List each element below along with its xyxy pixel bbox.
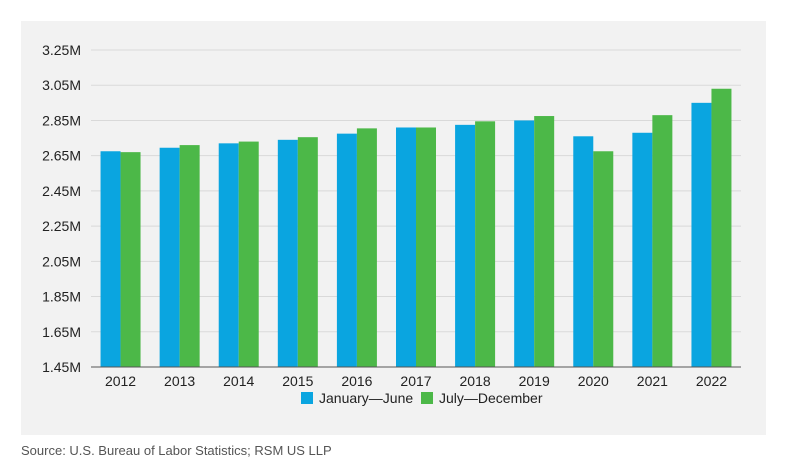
- x-tick-label: 2012: [105, 373, 136, 389]
- y-tick-label: 2.65M: [42, 148, 81, 164]
- bar-2019-jan-jun: [514, 120, 535, 367]
- y-tick-label: 1.65M: [42, 324, 81, 340]
- bar-2014-jul-dec: [238, 141, 259, 367]
- bar-2013-jan-jun: [159, 147, 180, 367]
- bar-2017-jan-jun: [396, 127, 416, 367]
- bar-2020-jul-dec: [593, 151, 614, 367]
- legend-swatch-jul-dec: [421, 392, 433, 404]
- bar-2017-jul-dec: [416, 127, 436, 367]
- y-tick-label: 2.45M: [42, 183, 81, 199]
- bar-2022-jan-jun: [691, 102, 712, 367]
- bar-2015-jan-jun: [277, 139, 298, 367]
- bar-2014-jan-jun: [218, 143, 239, 367]
- bar-2012-jan-jun: [100, 151, 121, 367]
- x-tick-label: 2022: [696, 373, 727, 389]
- legend: January—June July—December: [301, 390, 543, 406]
- bar-2022-jul-dec: [711, 88, 732, 367]
- bar-2021-jan-jun: [632, 132, 653, 367]
- y-tick-label: 3.05M: [42, 77, 81, 93]
- bar-2016-jan-jun: [336, 133, 357, 367]
- bar-2016-jul-dec: [356, 128, 377, 367]
- bar-2018-jul-dec: [475, 121, 496, 367]
- bar-2020-jan-jun: [573, 136, 594, 367]
- legend-label-jul-dec: July—December: [439, 390, 543, 406]
- bar-2021-jul-dec: [652, 115, 673, 368]
- bar-2018-jan-jun: [455, 124, 476, 367]
- x-tick-label: 2020: [578, 373, 609, 389]
- bar-2015-jul-dec: [297, 137, 318, 367]
- axes: 1.45M 1.65M 1.85M 2.05M 2.25M 2.45M 2.65M 2.85M…: [42, 42, 741, 389]
- y-tick-label: 1.45M: [42, 359, 81, 375]
- bar-2012-jul-dec: [120, 152, 141, 367]
- x-tick-label: 2015: [282, 373, 313, 389]
- x-tick-label: 2014: [223, 373, 254, 389]
- x-tick-label: 2018: [460, 373, 491, 389]
- y-tick-label: 2.25M: [42, 218, 81, 234]
- y-tick-label: 2.05M: [42, 253, 81, 269]
- x-tick-label: 2019: [519, 373, 550, 389]
- y-tick-label: 3.25M: [42, 42, 81, 58]
- bar-2019-jul-dec: [534, 116, 555, 368]
- source-note: Source: U.S. Bureau of Labor Statistics;…: [21, 443, 332, 458]
- bar-chart: 1.45M 1.65M 1.85M 2.05M 2.25M 2.45M 2.65M 2.85M…: [42, 42, 741, 406]
- y-tick-label: 1.85M: [42, 289, 81, 305]
- x-tick-label: 2016: [341, 373, 372, 389]
- bar-2013-jul-dec: [179, 145, 200, 367]
- x-tick-label: 2021: [637, 373, 668, 389]
- bars: [100, 88, 732, 368]
- legend-label-jan-jun: January—June: [319, 390, 413, 406]
- chart-panel: 1.45M 1.65M 1.85M 2.05M 2.25M 2.45M 2.65M 2.85M…: [21, 21, 766, 435]
- legend-swatch-jan-jun: [301, 392, 313, 404]
- x-tick-label: 2017: [400, 373, 431, 389]
- x-tick-label: 2013: [164, 373, 195, 389]
- y-tick-label: 2.85M: [42, 112, 81, 128]
